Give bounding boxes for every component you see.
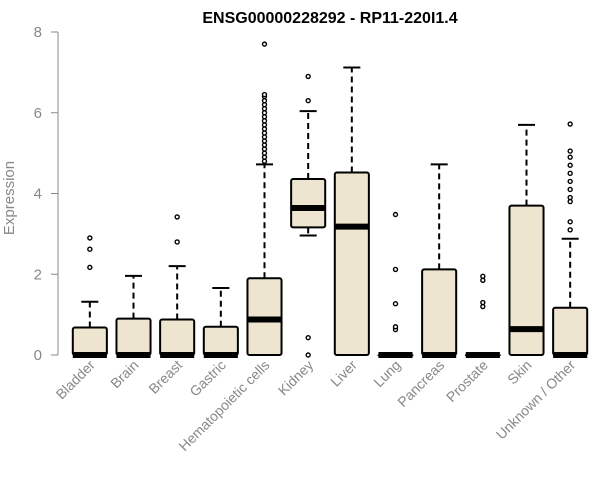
box-iqr [202, 325, 239, 356]
outlier-point [392, 266, 399, 273]
box-pancreas [421, 163, 458, 358]
x-tick-label: Breast [145, 357, 185, 397]
outlier-point [87, 246, 93, 252]
y-tick-label: 4 [34, 186, 42, 203]
outlier-point [174, 214, 180, 220]
outlier-point [567, 121, 573, 127]
outlier-point [392, 324, 399, 330]
outlier-point [567, 186, 573, 193]
outlier-point [567, 148, 573, 154]
x-tick-label: Kidney [275, 357, 317, 399]
box-hematopoietic-cells [246, 41, 283, 357]
outlier-point [392, 211, 399, 218]
x-tick-label: Gastric [186, 357, 229, 400]
outlier-point [305, 334, 311, 341]
box-iqr [159, 318, 196, 356]
y-tick-label: 2 [34, 266, 42, 283]
y-tick-label: 8 [34, 24, 42, 41]
y-axis: 0 2 4 6 8 [34, 24, 59, 364]
box-iqr [333, 171, 370, 356]
outlier-point [305, 97, 311, 104]
box-iqr [71, 326, 108, 357]
outlier-point [174, 239, 180, 245]
y-tick-label: 6 [34, 105, 42, 122]
box-unknown-other [552, 121, 589, 358]
outlier-point [87, 264, 93, 271]
box-iqr [421, 268, 458, 356]
outlier-point [261, 91, 268, 98]
x-tick-label: Skin [504, 357, 535, 388]
outlier-point [261, 41, 268, 47]
outlier-point [567, 178, 573, 185]
outlier-point [305, 73, 311, 80]
box-iqr [508, 204, 545, 356]
box-liver [333, 66, 370, 356]
x-tick-label: Prostate [443, 357, 491, 405]
outlier-point [567, 227, 573, 233]
y-tick-label: 0 [34, 347, 42, 364]
x-tick-label: Lung [370, 357, 403, 390]
box-bladder [71, 235, 108, 358]
outlier-point [392, 301, 399, 307]
outlier-point [567, 154, 573, 160]
outlier-point [567, 162, 573, 168]
outlier-point [480, 299, 486, 306]
outlier-point [567, 219, 573, 225]
x-tick-label: Liver [327, 357, 360, 390]
x-tick-label: Brain [107, 357, 141, 391]
outlier-point [87, 235, 93, 241]
x-tick-label: Pancreas [394, 357, 447, 410]
box-prostate [464, 273, 501, 358]
outlier-point [567, 194, 573, 201]
box-brain [115, 274, 152, 358]
boxes-group [71, 41, 589, 358]
outlier-point [567, 170, 573, 177]
box-iqr [115, 317, 152, 357]
box-iqr [290, 177, 327, 229]
x-tick-label: Bladder [53, 357, 99, 403]
outlier-point [305, 352, 311, 358]
chart-title: ENSG00000228292 - RP11-220I1.4 [202, 10, 457, 27]
y-axis-label: Expression [1, 161, 18, 235]
box-gastric [202, 286, 239, 358]
outlier-point [480, 273, 486, 279]
box-breast [159, 214, 196, 358]
x-tick-label: Unknown / Other [493, 357, 579, 443]
box-kidney [290, 73, 327, 358]
box-skin [508, 123, 545, 356]
box-iqr [552, 306, 589, 357]
box-lung [377, 211, 414, 358]
